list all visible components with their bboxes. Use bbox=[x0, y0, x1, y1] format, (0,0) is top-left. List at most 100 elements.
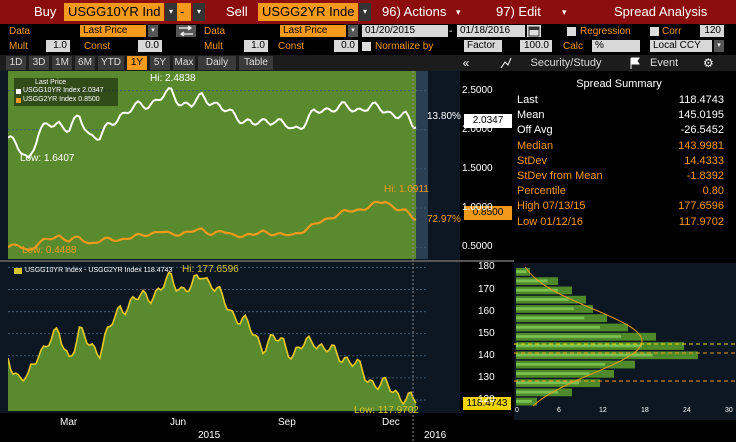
summary-key: High 07/13/15 bbox=[517, 200, 586, 213]
x-axis-tick: Sep bbox=[278, 417, 296, 428]
summary-value: 117.9702 bbox=[678, 215, 724, 228]
gear-icon[interactable]: ⚙ bbox=[703, 56, 714, 70]
tab-table[interactable]: Table bbox=[239, 56, 273, 70]
summary-key: StDev bbox=[517, 154, 547, 167]
data2-dropdown[interactable]: ▾ bbox=[348, 25, 358, 37]
x-axis-bg bbox=[0, 413, 514, 442]
normal-curve bbox=[524, 266, 643, 407]
end-date-field[interactable]: 01/18/2016 bbox=[457, 25, 525, 37]
histogram-xtick: 24 bbox=[683, 407, 691, 414]
mult1-label: Mult bbox=[9, 41, 28, 52]
histogram-bar-highlight bbox=[516, 353, 653, 357]
legend-title: Last Price bbox=[35, 79, 67, 86]
edit-chevron-icon: ▾ bbox=[562, 7, 567, 17]
summary-key: Median bbox=[517, 139, 554, 152]
histogram-bar-highlight bbox=[516, 307, 574, 311]
actions-chevron-icon: ▾ bbox=[456, 7, 461, 17]
spread-summary-panel bbox=[514, 72, 736, 262]
summary-value: 118.4743 bbox=[678, 94, 724, 106]
tab-5y[interactable]: 5Y bbox=[150, 56, 170, 70]
currency-dropdown[interactable]: ▾ bbox=[714, 40, 724, 52]
factor-value-field[interactable]: 100.0 bbox=[520, 40, 552, 52]
sell-button[interactable]: Sell bbox=[226, 4, 248, 19]
tab-ytd[interactable]: YTD bbox=[98, 56, 124, 70]
tab-1d[interactable]: 1D bbox=[6, 56, 26, 70]
summary-value: 145.0195 bbox=[678, 109, 724, 122]
mult2-label: Mult bbox=[204, 41, 223, 52]
histogram-bar-highlight bbox=[516, 298, 569, 301]
lower-ytick: 130 bbox=[478, 371, 495, 383]
histogram-bar-highlight bbox=[516, 381, 579, 385]
buy-ticker-field[interactable]: USGG10YR Ind bbox=[64, 3, 164, 21]
normalize-factor-field[interactable]: Factor bbox=[464, 40, 502, 52]
summary-row: High 07/13/15 177.6596 bbox=[514, 199, 724, 214]
summary-row: Low 01/12/16 117.9702 bbox=[514, 215, 724, 230]
operator-dropdown[interactable]: ▾ bbox=[193, 3, 205, 21]
data2-label: Data bbox=[204, 26, 226, 37]
low-label-10yr: Low: 1.6407 bbox=[20, 153, 75, 164]
summary-row: Median 143.9981 bbox=[514, 139, 724, 154]
flag-icon bbox=[630, 57, 640, 69]
sell-ticker-dropdown[interactable]: ▾ bbox=[359, 3, 371, 21]
histogram-xtick: 18 bbox=[641, 407, 649, 414]
mult2-field[interactable]: 1.0 bbox=[244, 40, 268, 52]
histogram-xtick: 12 bbox=[599, 407, 607, 414]
buy-ticker-dropdown[interactable]: ▾ bbox=[165, 3, 177, 21]
last-price-tag-2yr: 0.8500 bbox=[464, 206, 512, 220]
upper-ytick: 2.5000 bbox=[462, 84, 493, 96]
buy-button[interactable]: Buy bbox=[34, 4, 57, 19]
spread-summary-title: Spread Summary bbox=[576, 78, 662, 90]
data2-field[interactable]: Last Price bbox=[280, 25, 346, 37]
upper-legend bbox=[14, 78, 118, 106]
swap-icon[interactable] bbox=[176, 25, 196, 37]
normalize-label: Normalize by bbox=[375, 41, 434, 52]
tab-max[interactable]: Max bbox=[173, 56, 195, 70]
corr-checkbox[interactable] bbox=[650, 27, 659, 36]
histogram-bar-highlight bbox=[516, 335, 621, 338]
histogram-bar-highlight bbox=[516, 270, 527, 274]
histogram-xtick: 6 bbox=[557, 407, 561, 414]
data1-dropdown[interactable]: ▾ bbox=[148, 25, 158, 37]
corr-window-field[interactable]: 120 bbox=[700, 25, 724, 37]
const1-field[interactable]: 0.0 bbox=[138, 40, 162, 52]
currency-field[interactable]: Local CCY bbox=[650, 40, 712, 52]
series-area-10yr bbox=[8, 88, 416, 259]
tab-3d[interactable]: 3D bbox=[29, 56, 49, 70]
calendar-icon[interactable] bbox=[527, 25, 541, 37]
summary-row: Off Avg -26.5452 bbox=[514, 123, 724, 138]
mult1-field[interactable]: 1.0 bbox=[46, 40, 70, 52]
start-date-field[interactable]: 01/20/2015 bbox=[362, 25, 448, 37]
year-label-2015: 2015 bbox=[198, 430, 221, 441]
tab-security-study[interactable]: Security/Study bbox=[530, 57, 602, 69]
regression-checkbox[interactable] bbox=[567, 27, 576, 36]
lower-ytick: 140 bbox=[478, 349, 495, 361]
tab-6m[interactable]: 6M bbox=[75, 56, 95, 70]
calc-field[interactable]: % bbox=[592, 40, 640, 52]
x-axis-tick: Dec bbox=[382, 417, 400, 428]
year-label-2016: 2016 bbox=[424, 430, 447, 441]
normalize-checkbox[interactable] bbox=[362, 42, 371, 51]
data1-field[interactable]: Last Price bbox=[80, 25, 146, 37]
const2-field[interactable]: 0.0 bbox=[334, 40, 358, 52]
summary-value: 14.4333 bbox=[684, 154, 724, 167]
sell-ticker-field[interactable]: USGG2YR Inde bbox=[258, 3, 358, 21]
tab-event[interactable]: Event bbox=[650, 57, 679, 69]
spread-operator-field[interactable]: - bbox=[177, 3, 191, 21]
tab-1y[interactable]: 1Y bbox=[127, 56, 147, 70]
const1-label: Const bbox=[84, 41, 111, 52]
low-label-spread: Low: 117.9702 bbox=[354, 405, 419, 416]
hi-label-10yr: Hi: 2.4838 bbox=[150, 73, 196, 84]
histogram-bar-highlight bbox=[516, 288, 558, 292]
actions-menu[interactable]: 96) Actions bbox=[382, 4, 447, 19]
summary-row: StDev 14.4333 bbox=[514, 154, 724, 169]
collapse-icon[interactable]: « bbox=[462, 56, 470, 70]
tab-daily[interactable]: Daily bbox=[198, 56, 236, 70]
edit-menu[interactable]: 97) Edit bbox=[496, 4, 541, 19]
distribution-histogram bbox=[514, 263, 736, 420]
tab-1m[interactable]: 1M bbox=[52, 56, 72, 70]
upper-ytick: 0.5000 bbox=[462, 241, 493, 253]
chart-type-icon[interactable] bbox=[500, 56, 512, 70]
data1-label: Data bbox=[9, 26, 31, 37]
histogram-bar-highlight bbox=[516, 390, 558, 394]
lower-ytick: 120 bbox=[478, 393, 495, 405]
